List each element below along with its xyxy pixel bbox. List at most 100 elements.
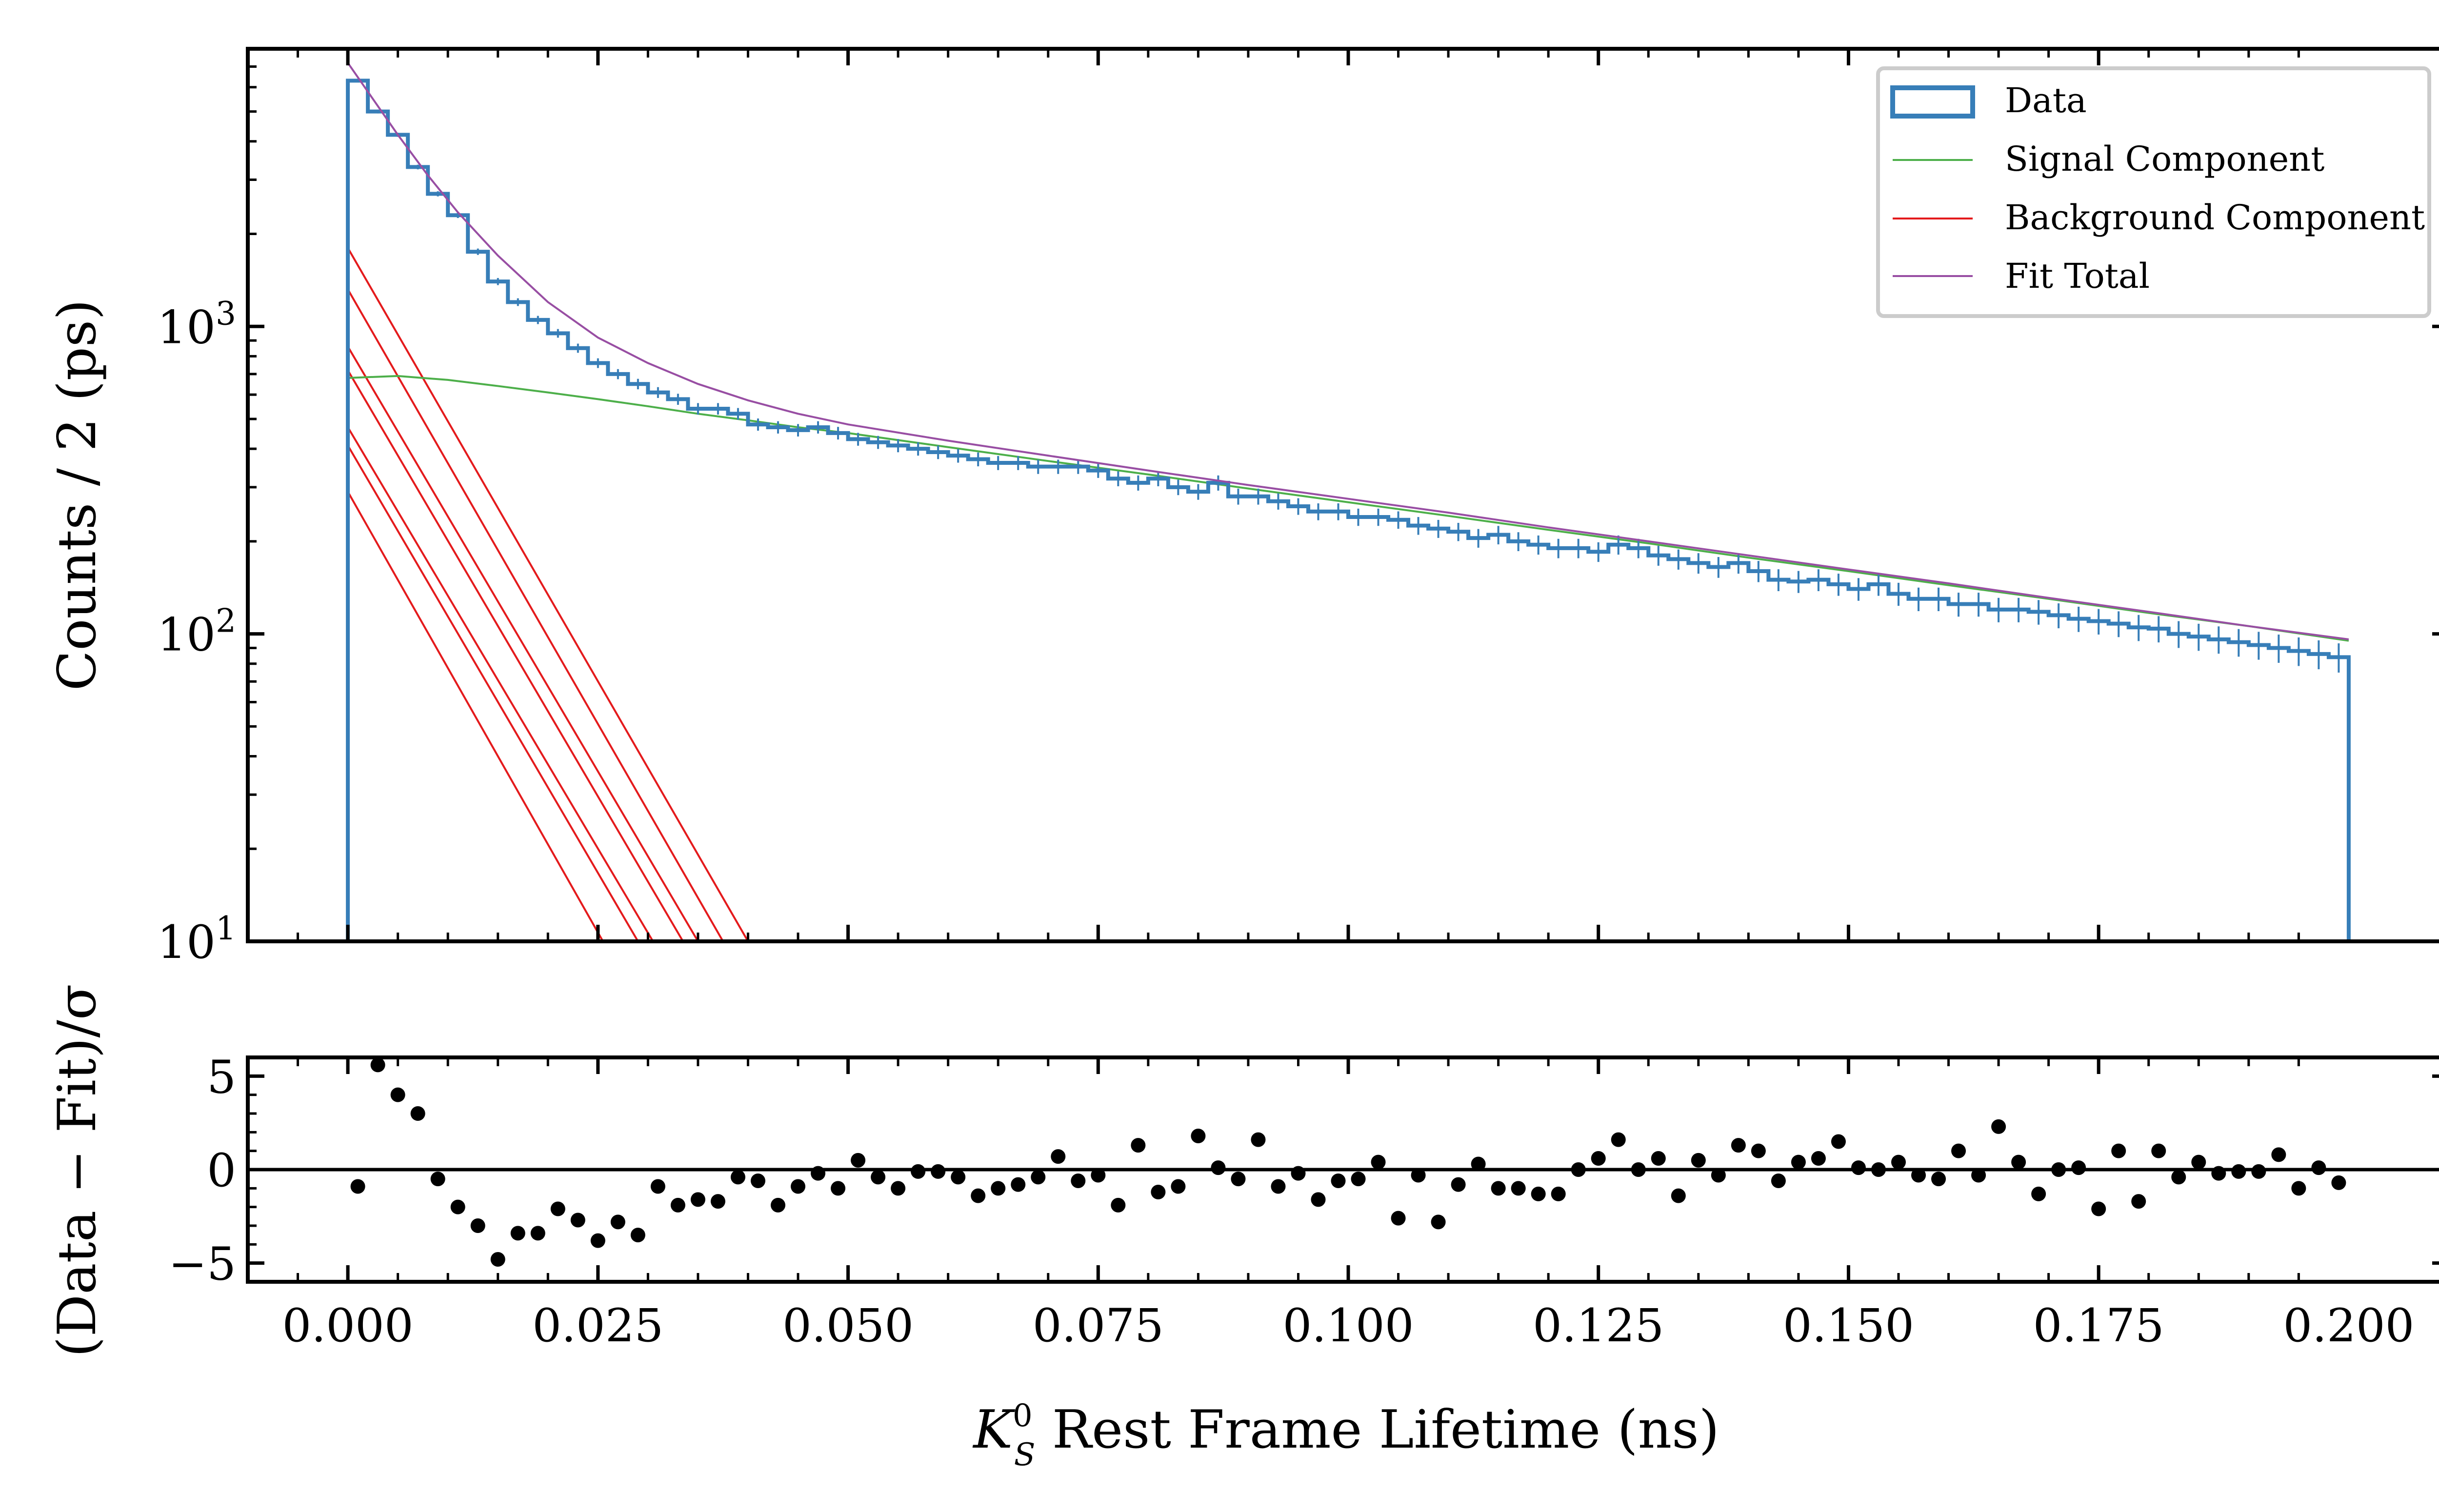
residual-ytick-label: −5	[168, 1238, 236, 1291]
main-ticks	[248, 47, 2439, 943]
residual-point	[1071, 1174, 1086, 1188]
residual-point	[690, 1192, 705, 1207]
residual-point	[2171, 1170, 2186, 1185]
fit-total-line	[347, 62, 2349, 640]
residual-point	[590, 1233, 605, 1248]
residual-point	[770, 1197, 785, 1213]
residual-point	[1611, 1132, 1626, 1147]
x-tick-label: 0.150	[1783, 1299, 1914, 1353]
x-tick-label: 0.125	[1533, 1299, 1664, 1353]
residual-point	[350, 1179, 365, 1194]
residual-point	[1811, 1151, 1826, 1166]
residual-point	[1711, 1168, 1726, 1183]
background-component-line-5	[347, 426, 654, 942]
x-tick-label: 0.200	[2283, 1299, 2414, 1353]
residual-point	[1371, 1154, 1386, 1170]
residual-point	[1551, 1186, 1566, 1201]
legend-label-data: Data	[2005, 80, 2087, 120]
residual-point	[490, 1252, 505, 1267]
residual-point	[2111, 1143, 2126, 1158]
residual-point	[750, 1174, 765, 1188]
residual-point	[891, 1181, 906, 1196]
residual-point	[390, 1087, 405, 1102]
residual-point	[1271, 1179, 1286, 1194]
residual-point	[530, 1226, 545, 1241]
main-ytick-label: 101	[157, 910, 236, 969]
residual-panel: −5 0 5 0.000 0.025 0.050 0.075 0.100 0.125 0.150…	[47, 984, 2439, 1473]
x-tick-label: 0.175	[2033, 1299, 2164, 1353]
residual-point	[1531, 1186, 1546, 1201]
residual-point	[1171, 1179, 1186, 1194]
residual-point	[430, 1172, 445, 1187]
tick-label-base: 10	[157, 609, 216, 662]
data-histogram	[346, 79, 2351, 941]
residual-point	[510, 1226, 525, 1241]
residual-point	[1231, 1172, 1246, 1187]
residual-point	[730, 1170, 745, 1185]
residual-point	[2031, 1186, 2046, 1201]
residual-point	[1331, 1174, 1346, 1188]
residual-point	[1691, 1153, 1706, 1168]
residual-point	[410, 1106, 425, 1121]
residual-point	[991, 1181, 1006, 1196]
residual-point	[1991, 1119, 2006, 1134]
signal-component-line	[348, 375, 2349, 642]
residual-point	[1491, 1181, 1506, 1196]
main-ytick-label: 102	[157, 602, 236, 662]
residual-point	[1151, 1185, 1166, 1199]
background-component-line-3	[347, 346, 699, 942]
residual-point	[1251, 1132, 1266, 1147]
background-component-line-1	[347, 247, 749, 942]
residual-point	[2051, 1162, 2066, 1177]
residual-ytick-label: 0	[207, 1144, 236, 1197]
residual-point	[450, 1199, 465, 1214]
residual-point	[1851, 1160, 1866, 1175]
residual-point	[971, 1188, 986, 1203]
x-tick-label: 0.050	[782, 1299, 914, 1353]
residual-point	[911, 1164, 926, 1179]
residual-point	[1471, 1156, 1486, 1172]
x-axis-label-symbol: K	[972, 1399, 1015, 1460]
x-axis-label-text: Rest Frame Lifetime (ns)	[1035, 1399, 1719, 1460]
residual-point	[1411, 1168, 1426, 1183]
tick-label-exponent: 1	[216, 910, 236, 947]
residual-point	[2311, 1160, 2326, 1175]
residual-point	[2071, 1160, 2086, 1175]
residual-point	[851, 1153, 866, 1168]
residual-point	[630, 1228, 645, 1243]
residual-point	[811, 1166, 826, 1181]
x-tick-label: 0.000	[282, 1299, 414, 1353]
residual-point	[1771, 1174, 1786, 1188]
residual-point	[2251, 1164, 2266, 1179]
residual-point	[2331, 1175, 2346, 1190]
residual-point	[670, 1197, 685, 1213]
residual-point	[1431, 1214, 1446, 1230]
residual-point	[1571, 1162, 1586, 1177]
residual-point	[1131, 1138, 1146, 1153]
residual-ticks	[248, 1057, 2439, 1282]
residual-point	[1831, 1134, 1846, 1149]
residual-point	[2151, 1143, 2166, 1158]
tick-label-base: 10	[157, 916, 216, 969]
residual-point	[1451, 1177, 1466, 1192]
residual-point	[1751, 1143, 1766, 1158]
residual-point	[931, 1164, 946, 1179]
residual-y-axis-label: (Data − Fit)/σ	[47, 984, 108, 1357]
residual-point	[1871, 1162, 1886, 1177]
x-axis-label: K0 S Rest Frame Lifetime (ns)	[972, 1398, 1719, 1473]
residual-point	[1891, 1154, 1906, 1170]
residual-point	[1051, 1149, 1066, 1164]
residual-point	[2011, 1154, 2026, 1170]
residual-point	[1391, 1211, 1406, 1226]
main-y-axis-label: Counts / 2 (ps)	[47, 299, 108, 691]
residual-point	[2231, 1164, 2246, 1179]
residual-point	[791, 1179, 805, 1194]
residual-point	[1591, 1151, 1606, 1166]
residual-point	[1291, 1166, 1306, 1181]
residual-point	[1091, 1168, 1106, 1183]
residual-point	[1511, 1181, 1526, 1196]
residual-point	[650, 1179, 665, 1194]
x-axis-label-subscript: S	[1014, 1437, 1036, 1473]
